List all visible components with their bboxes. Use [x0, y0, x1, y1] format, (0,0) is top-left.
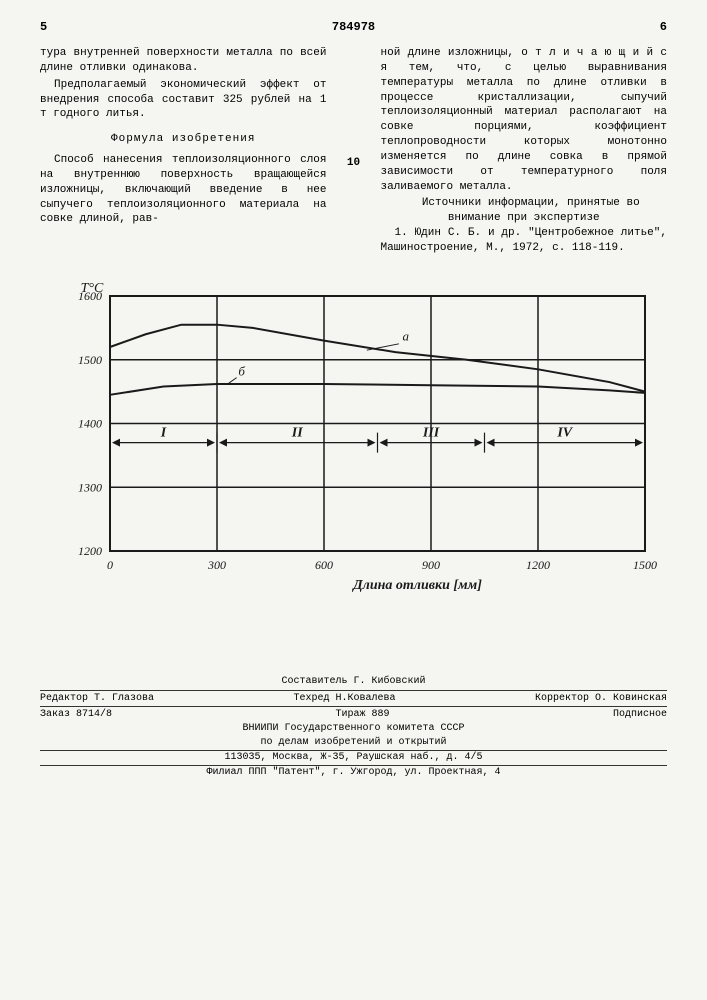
left-column: тура внутренней поверхности металла по в…: [40, 46, 327, 256]
page-header: 5 784978 6: [40, 20, 667, 34]
chart-container: 03006009001200150012001300140015001600T°…: [40, 276, 667, 601]
footer-order: Заказ 8714/8: [40, 708, 112, 722]
footer-subscription: Подписное: [613, 708, 667, 722]
sources-heading: Источники информации, принятые во вниман…: [381, 196, 668, 226]
temperature-chart: 03006009001200150012001300140015001600T°…: [40, 276, 660, 596]
line-number-10: 10: [347, 157, 360, 169]
footer-corrector: Корректор О. Ковинская: [535, 692, 667, 706]
svg-text:T°C: T°C: [81, 281, 104, 296]
formula-heading: Формула изобретения: [40, 132, 327, 147]
right-para-1: ной длине изложницы, о т л и ч а ю щ и й…: [381, 46, 668, 194]
footer-tirazh: Тираж 889: [335, 708, 389, 722]
left-para-2: Предполагаемый экономический эффект от в…: [40, 78, 327, 123]
svg-text:I: I: [160, 425, 167, 440]
svg-text:0: 0: [107, 558, 113, 572]
patent-page: 5 784978 6 тура внутренней поверхности м…: [0, 0, 707, 1000]
svg-text:1500: 1500: [78, 353, 102, 367]
svg-text:II: II: [291, 425, 303, 440]
svg-text:1500: 1500: [633, 558, 657, 572]
page-number-left: 5: [40, 20, 47, 34]
line-number-gutter: 10: [347, 46, 361, 256]
footer-editor: Редактор Т. Глазова: [40, 692, 154, 706]
left-para-1: тура внутренней поверхности металла по в…: [40, 46, 327, 76]
footer-org2: по делам изобретений и открытий: [40, 736, 667, 750]
footer-address1: 113035, Москва, Ж-35, Раушская наб., д. …: [40, 750, 667, 765]
document-number: 784978: [332, 20, 375, 34]
svg-text:900: 900: [422, 558, 440, 572]
footer-composer: Составитель Г. Кибовский: [40, 675, 667, 689]
svg-text:Длина отливки [мм]: Длина отливки [мм]: [351, 578, 482, 593]
reference-1: 1. Юдин С. Б. и др. "Центробежное литье"…: [381, 226, 668, 256]
svg-text:600: 600: [315, 558, 333, 572]
svg-text:1200: 1200: [526, 558, 550, 572]
svg-text:III: III: [422, 425, 440, 440]
two-column-body: тура внутренней поверхности металла по в…: [40, 46, 667, 256]
footer-order-row: Заказ 8714/8 Тираж 889 Подписное: [40, 706, 667, 722]
right-column: ной длине изложницы, о т л и ч а ю щ и й…: [381, 46, 668, 256]
footer-block: Составитель Г. Кибовский Редактор Т. Гла…: [40, 675, 667, 780]
page-number-right: 6: [660, 20, 667, 34]
footer-address2: Филиал ППП "Патент", г. Ужгород, ул. Про…: [40, 765, 667, 780]
svg-text:IV: IV: [556, 425, 573, 440]
footer-org1: ВНИИПИ Государственного комитета СССР: [40, 722, 667, 736]
svg-text:а: а: [402, 328, 409, 343]
footer-techred: Техред Н.Ковалева: [293, 692, 395, 706]
svg-text:1400: 1400: [78, 416, 102, 430]
svg-text:300: 300: [207, 558, 226, 572]
svg-text:1200: 1200: [78, 544, 102, 558]
footer-credits-row: Редактор Т. Глазова Техред Н.Ковалева Ко…: [40, 690, 667, 706]
svg-text:1300: 1300: [78, 480, 102, 494]
left-para-3: Способ нанесения теплоизоляционного слоя…: [40, 153, 327, 227]
svg-text:б: б: [238, 364, 245, 379]
